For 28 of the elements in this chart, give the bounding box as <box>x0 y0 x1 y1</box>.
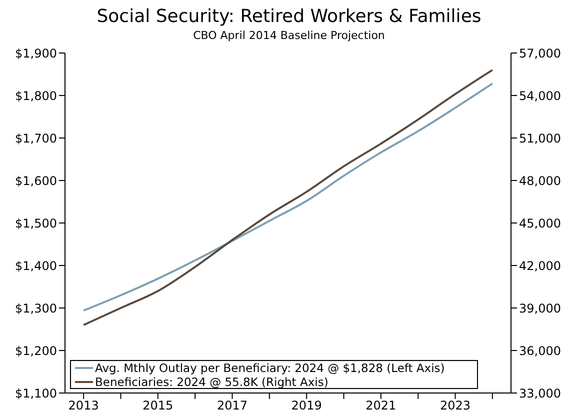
y-tick-label: $1,500 <box>15 216 57 230</box>
y2-tick-label: 45,000 <box>519 216 561 230</box>
y2-tick-label: 39,000 <box>519 301 561 316</box>
y-tick-label: $1,600 <box>15 174 57 188</box>
y2-tick-label: 51,000 <box>519 131 561 146</box>
y2-tick-label: 57,000 <box>519 46 561 60</box>
x-tick-label: 2023 <box>440 398 471 413</box>
x-tick-label: 2021 <box>366 398 396 413</box>
y-tick-label: $1,400 <box>15 258 57 273</box>
y2-tick-label: 36,000 <box>519 344 561 358</box>
y-tick-label: $1,100 <box>15 386 57 400</box>
x-tick-label: 2017 <box>216 398 248 413</box>
y-tick-label: $1,300 <box>15 301 57 316</box>
y2-tick-label: 54,000 <box>519 88 561 103</box>
chart-subtitle: CBO April 2014 Baseline Projection <box>192 29 386 42</box>
y-tick-label: $1,800 <box>15 88 57 103</box>
chart-title: Social Security: Retired Workers & Families <box>96 6 482 27</box>
legend-label: Avg. Mthly Outlay per Beneficiary: 2024 @ $1,828 (Left Axis) <box>95 361 445 375</box>
x-tick-label: 2015 <box>142 398 174 413</box>
y-tick-label: $1,700 <box>15 131 57 146</box>
y2-tick-label: 48,000 <box>519 174 561 188</box>
y2-tick-label: 33,000 <box>519 386 561 400</box>
y-tick-label: $1,900 <box>15 46 57 60</box>
y2-tick-label: 42,000 <box>519 258 561 273</box>
x-tick-label: 2013 <box>68 398 99 413</box>
legend-label: Beneficiaries: 2024 @ 55.8K (Right Axis) <box>95 375 328 389</box>
x-tick-label: 2019 <box>291 398 322 413</box>
y-tick-label: $1,200 <box>15 344 57 358</box>
